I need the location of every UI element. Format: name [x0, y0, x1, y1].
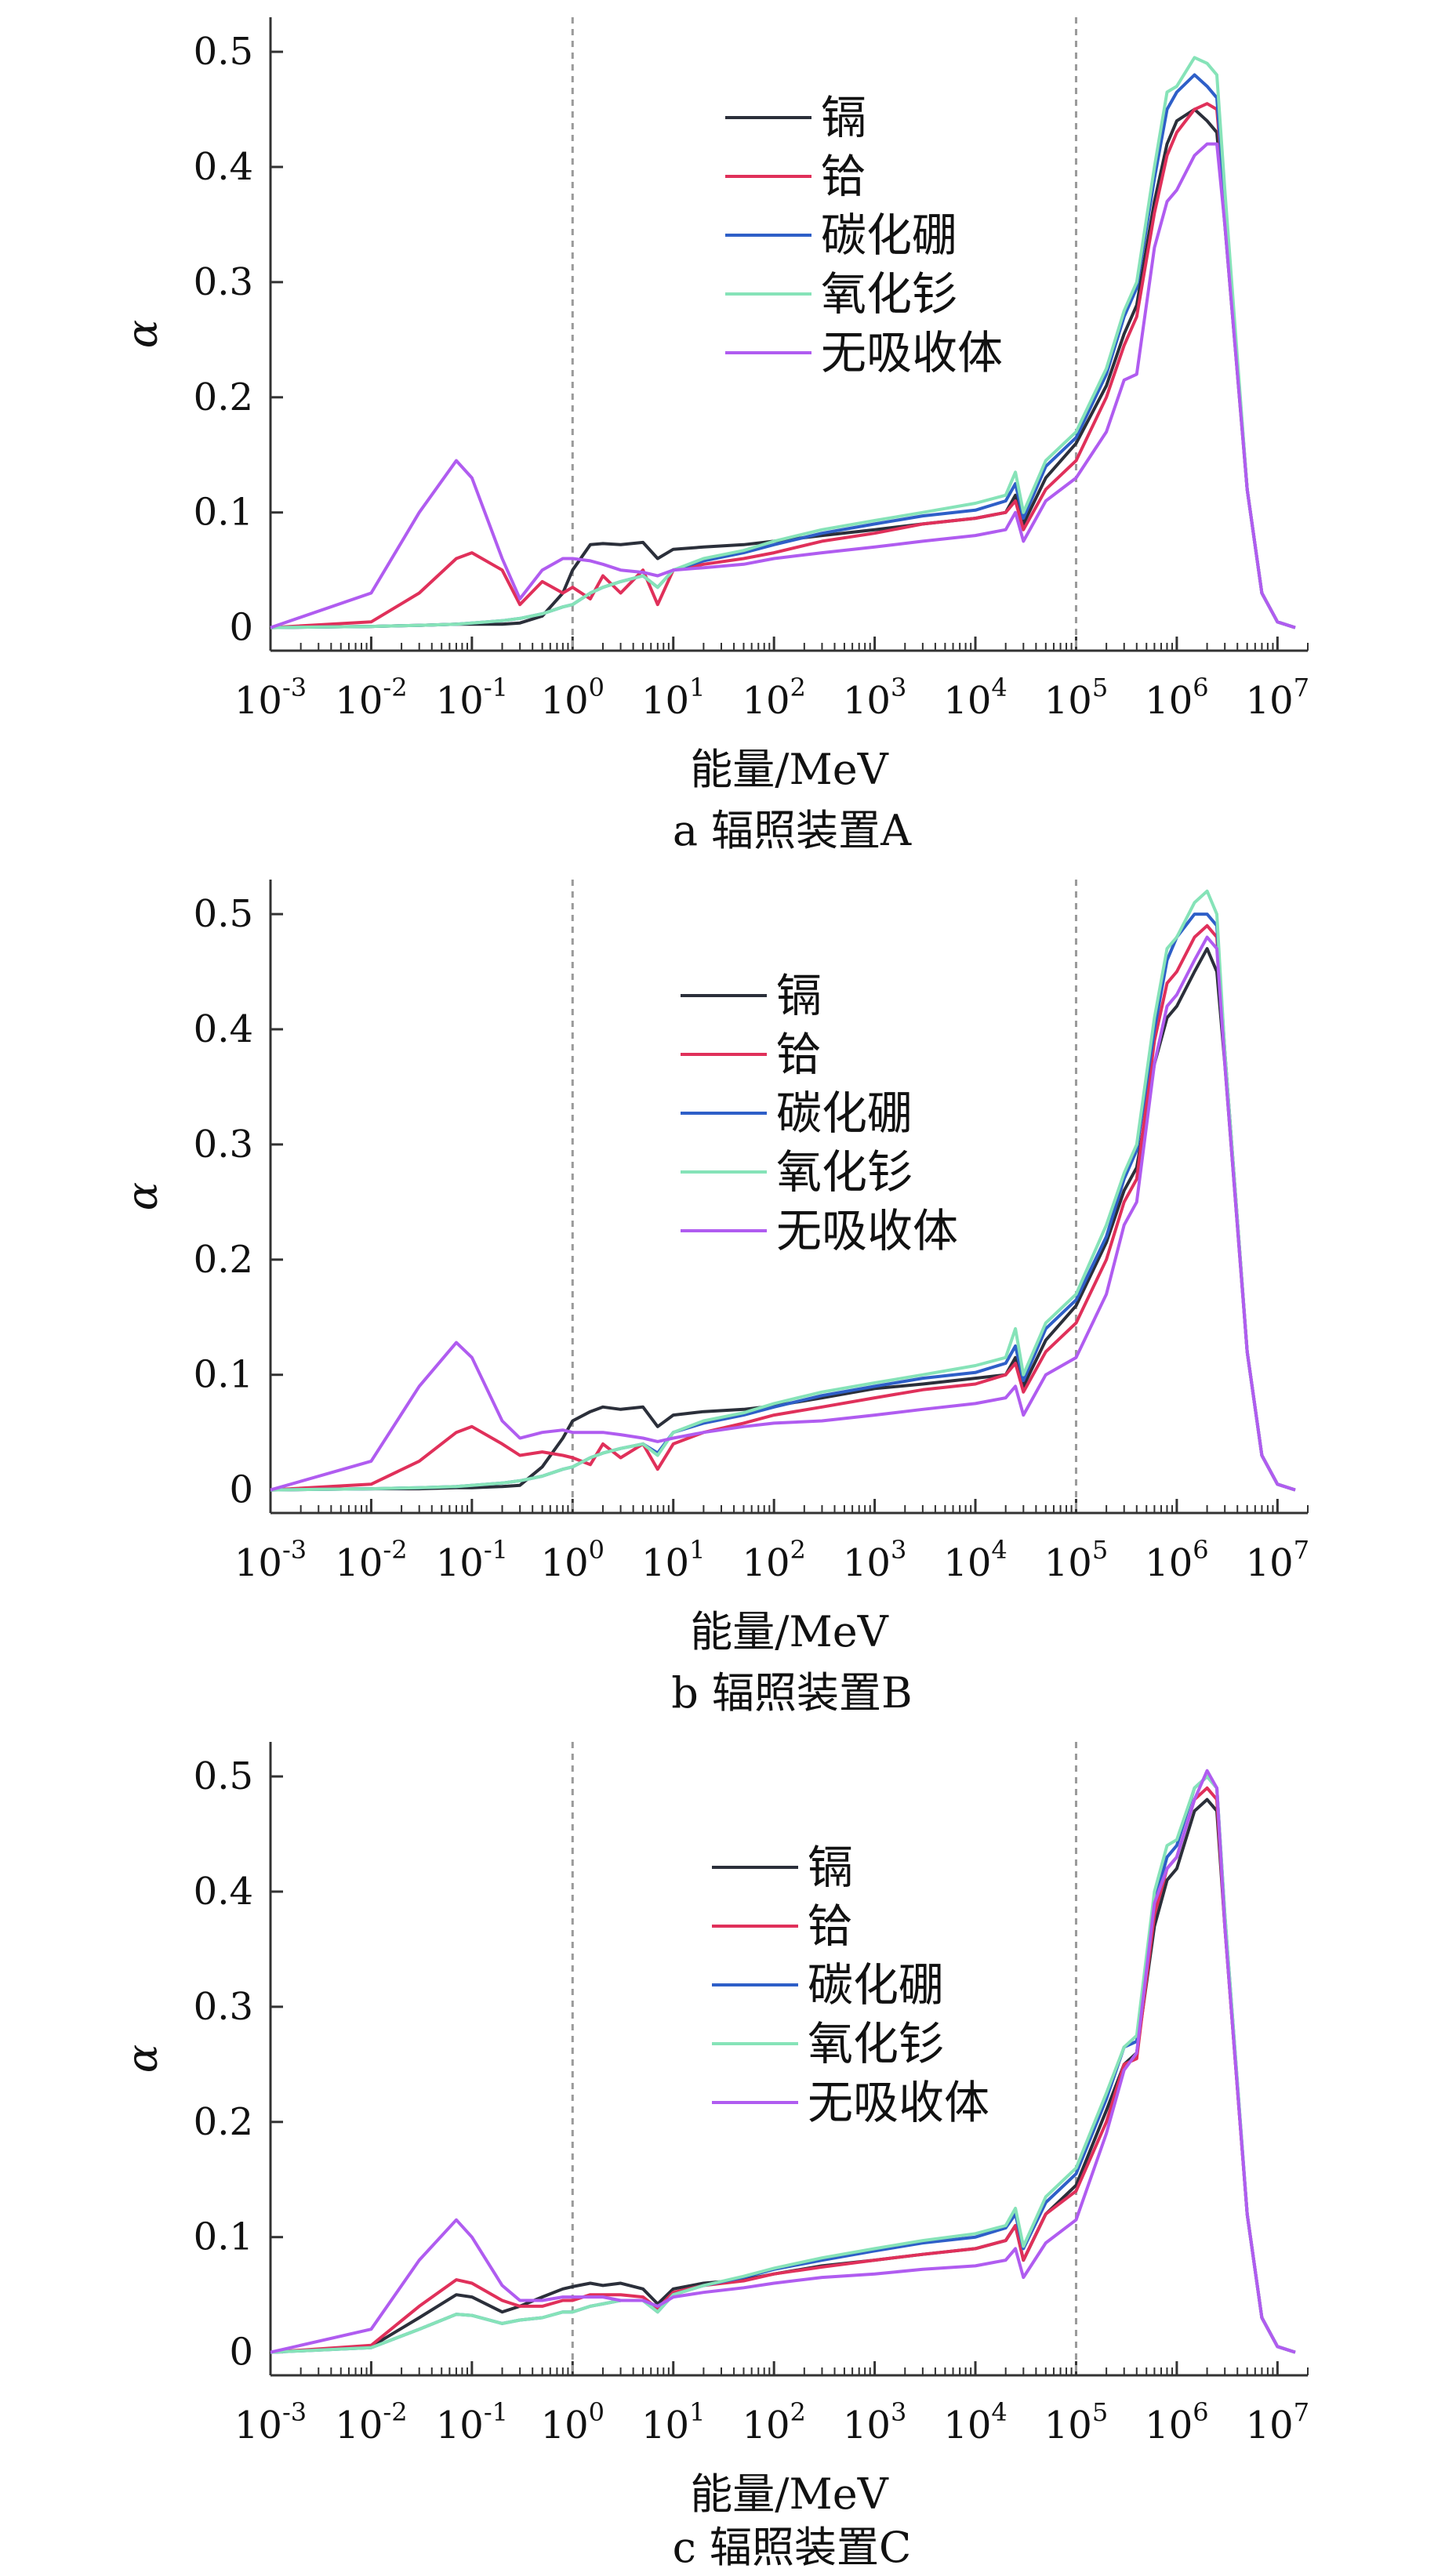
- x-tick-label: 101: [641, 673, 705, 723]
- x-tick-label: 107: [1246, 1535, 1309, 1585]
- x-tick-label: 104: [943, 1535, 1007, 1585]
- legend-label: 氧化钐: [821, 267, 957, 321]
- y-tick-label: 0.3: [194, 260, 253, 304]
- legend-label: 碳化硼: [776, 1087, 913, 1140]
- y-tick-label: 0: [229, 606, 253, 650]
- y-tick-label: 0.4: [194, 1007, 253, 1051]
- x-tick-label: 107: [1246, 673, 1309, 723]
- x-tick-label: 106: [1145, 673, 1208, 723]
- x-tick-label: 102: [742, 1535, 805, 1585]
- x-tick-label: 10-2: [335, 673, 407, 723]
- x-tick-label: 100: [541, 673, 605, 723]
- x-tick-label: 105: [1044, 673, 1108, 723]
- legend-label: 镉: [776, 969, 822, 1022]
- x-axis-title: 能量/MeV: [690, 745, 888, 794]
- y-tick-label: 0.2: [194, 1238, 253, 1282]
- y-tick-label: 0.4: [194, 145, 253, 189]
- panel-caption: b 辐照装置B: [671, 1668, 912, 1718]
- panel-caption: a 辐照装置A: [673, 806, 912, 855]
- x-tick-label: 10-2: [335, 1535, 407, 1585]
- series-line: [270, 935, 1296, 1492]
- panel-caption: c 辐照装置C: [673, 2523, 912, 2572]
- y-tick-label: 0.3: [194, 1123, 253, 1166]
- x-tick-label: 10-1: [436, 2397, 508, 2447]
- x-tick-label: 106: [1145, 1535, 1208, 1585]
- legend-label: 铪: [776, 1028, 822, 1081]
- series-line: [270, 102, 1296, 629]
- x-tick-label: 10-3: [234, 673, 307, 723]
- series-line: [270, 947, 1296, 1492]
- legend-label: 碳化硼: [808, 1958, 944, 2012]
- x-tick-label: 103: [843, 2397, 906, 2447]
- y-axis-title: α: [118, 320, 167, 348]
- chart-panel-1: 0 0.1 0.2 0.3 0.4 0.5 10-3 10-2 10-1 100 101 102 103…: [118, 17, 1309, 855]
- y-tick-label: 0.5: [194, 1754, 253, 1798]
- legend-label: 铪: [808, 1899, 853, 1953]
- x-tick-label: 104: [943, 2397, 1007, 2447]
- x-tick-label: 10-1: [436, 673, 508, 723]
- x-tick-label: 100: [541, 2397, 605, 2447]
- series-line: [270, 142, 1296, 629]
- series-line: [270, 889, 1296, 1492]
- legend-label: 碳化硼: [821, 209, 957, 262]
- x-tick-label: 105: [1044, 2397, 1108, 2447]
- x-tick-label: 106: [1145, 2397, 1208, 2447]
- series-line: [270, 1798, 1296, 2354]
- y-tick-label: 0.1: [194, 2215, 253, 2259]
- y-axis-title: α: [118, 1182, 167, 1210]
- legend-label: 镉: [821, 91, 866, 144]
- legend-label: 无吸收体: [776, 1204, 958, 1257]
- x-tick-label: 101: [641, 1535, 705, 1585]
- y-tick-label: 0: [229, 1468, 253, 1512]
- y-tick-label: 0.3: [194, 1985, 253, 2029]
- series-line: [270, 923, 1296, 1492]
- x-tick-label: 101: [641, 2397, 705, 2447]
- chart-panel-3: 0 0.1 0.2 0.3 0.4 0.5 10-3 10-2 10-1 100 101 102 103…: [118, 1742, 1309, 2572]
- x-tick-label: 10-3: [234, 2397, 307, 2447]
- y-tick-label: 0.1: [194, 1353, 253, 1397]
- x-tick-label: 100: [541, 1535, 605, 1585]
- legend-label: 铪: [821, 150, 866, 203]
- x-tick-label: 10-2: [335, 2397, 407, 2447]
- y-tick-label: 0.5: [194, 892, 253, 936]
- x-tick-label: 105: [1044, 1535, 1108, 1585]
- legend-label: 氧化钐: [776, 1145, 913, 1199]
- x-tick-label: 10-3: [234, 1535, 307, 1585]
- legend-label: 无吸收体: [821, 326, 1003, 379]
- x-tick-label: 103: [843, 673, 906, 723]
- y-tick-label: 0.4: [194, 1870, 253, 1914]
- x-tick-label: 102: [742, 2397, 805, 2447]
- x-tick-label: 102: [742, 673, 805, 723]
- y-tick-label: 0.2: [194, 2100, 253, 2144]
- x-tick-label: 10-1: [436, 1535, 508, 1585]
- y-tick-label: 0.5: [194, 30, 253, 74]
- legend-label: 镉: [808, 1841, 853, 1894]
- y-tick-label: 0.1: [194, 491, 253, 535]
- y-tick-label: 0: [229, 2331, 253, 2375]
- x-tick-label: 107: [1246, 2397, 1309, 2447]
- legend-label: 无吸收体: [808, 2076, 989, 2129]
- x-tick-label: 103: [843, 1535, 906, 1585]
- x-axis-title: 能量/MeV: [690, 1607, 888, 1656]
- x-axis-title: 能量/MeV: [690, 2469, 888, 2519]
- series-line: [270, 56, 1296, 629]
- series-line: [270, 107, 1296, 629]
- y-axis-title: α: [118, 2044, 167, 2073]
- series-line: [270, 1775, 1296, 2354]
- legend-label: 氧化钐: [808, 2017, 944, 2070]
- y-tick-label: 0.2: [194, 376, 253, 419]
- x-tick-label: 104: [943, 673, 1007, 723]
- chart-panel-2: 0 0.1 0.2 0.3 0.4 0.5 10-3 10-2 10-1 100 101 102 103…: [118, 880, 1309, 1718]
- series-line: [270, 1769, 1296, 2354]
